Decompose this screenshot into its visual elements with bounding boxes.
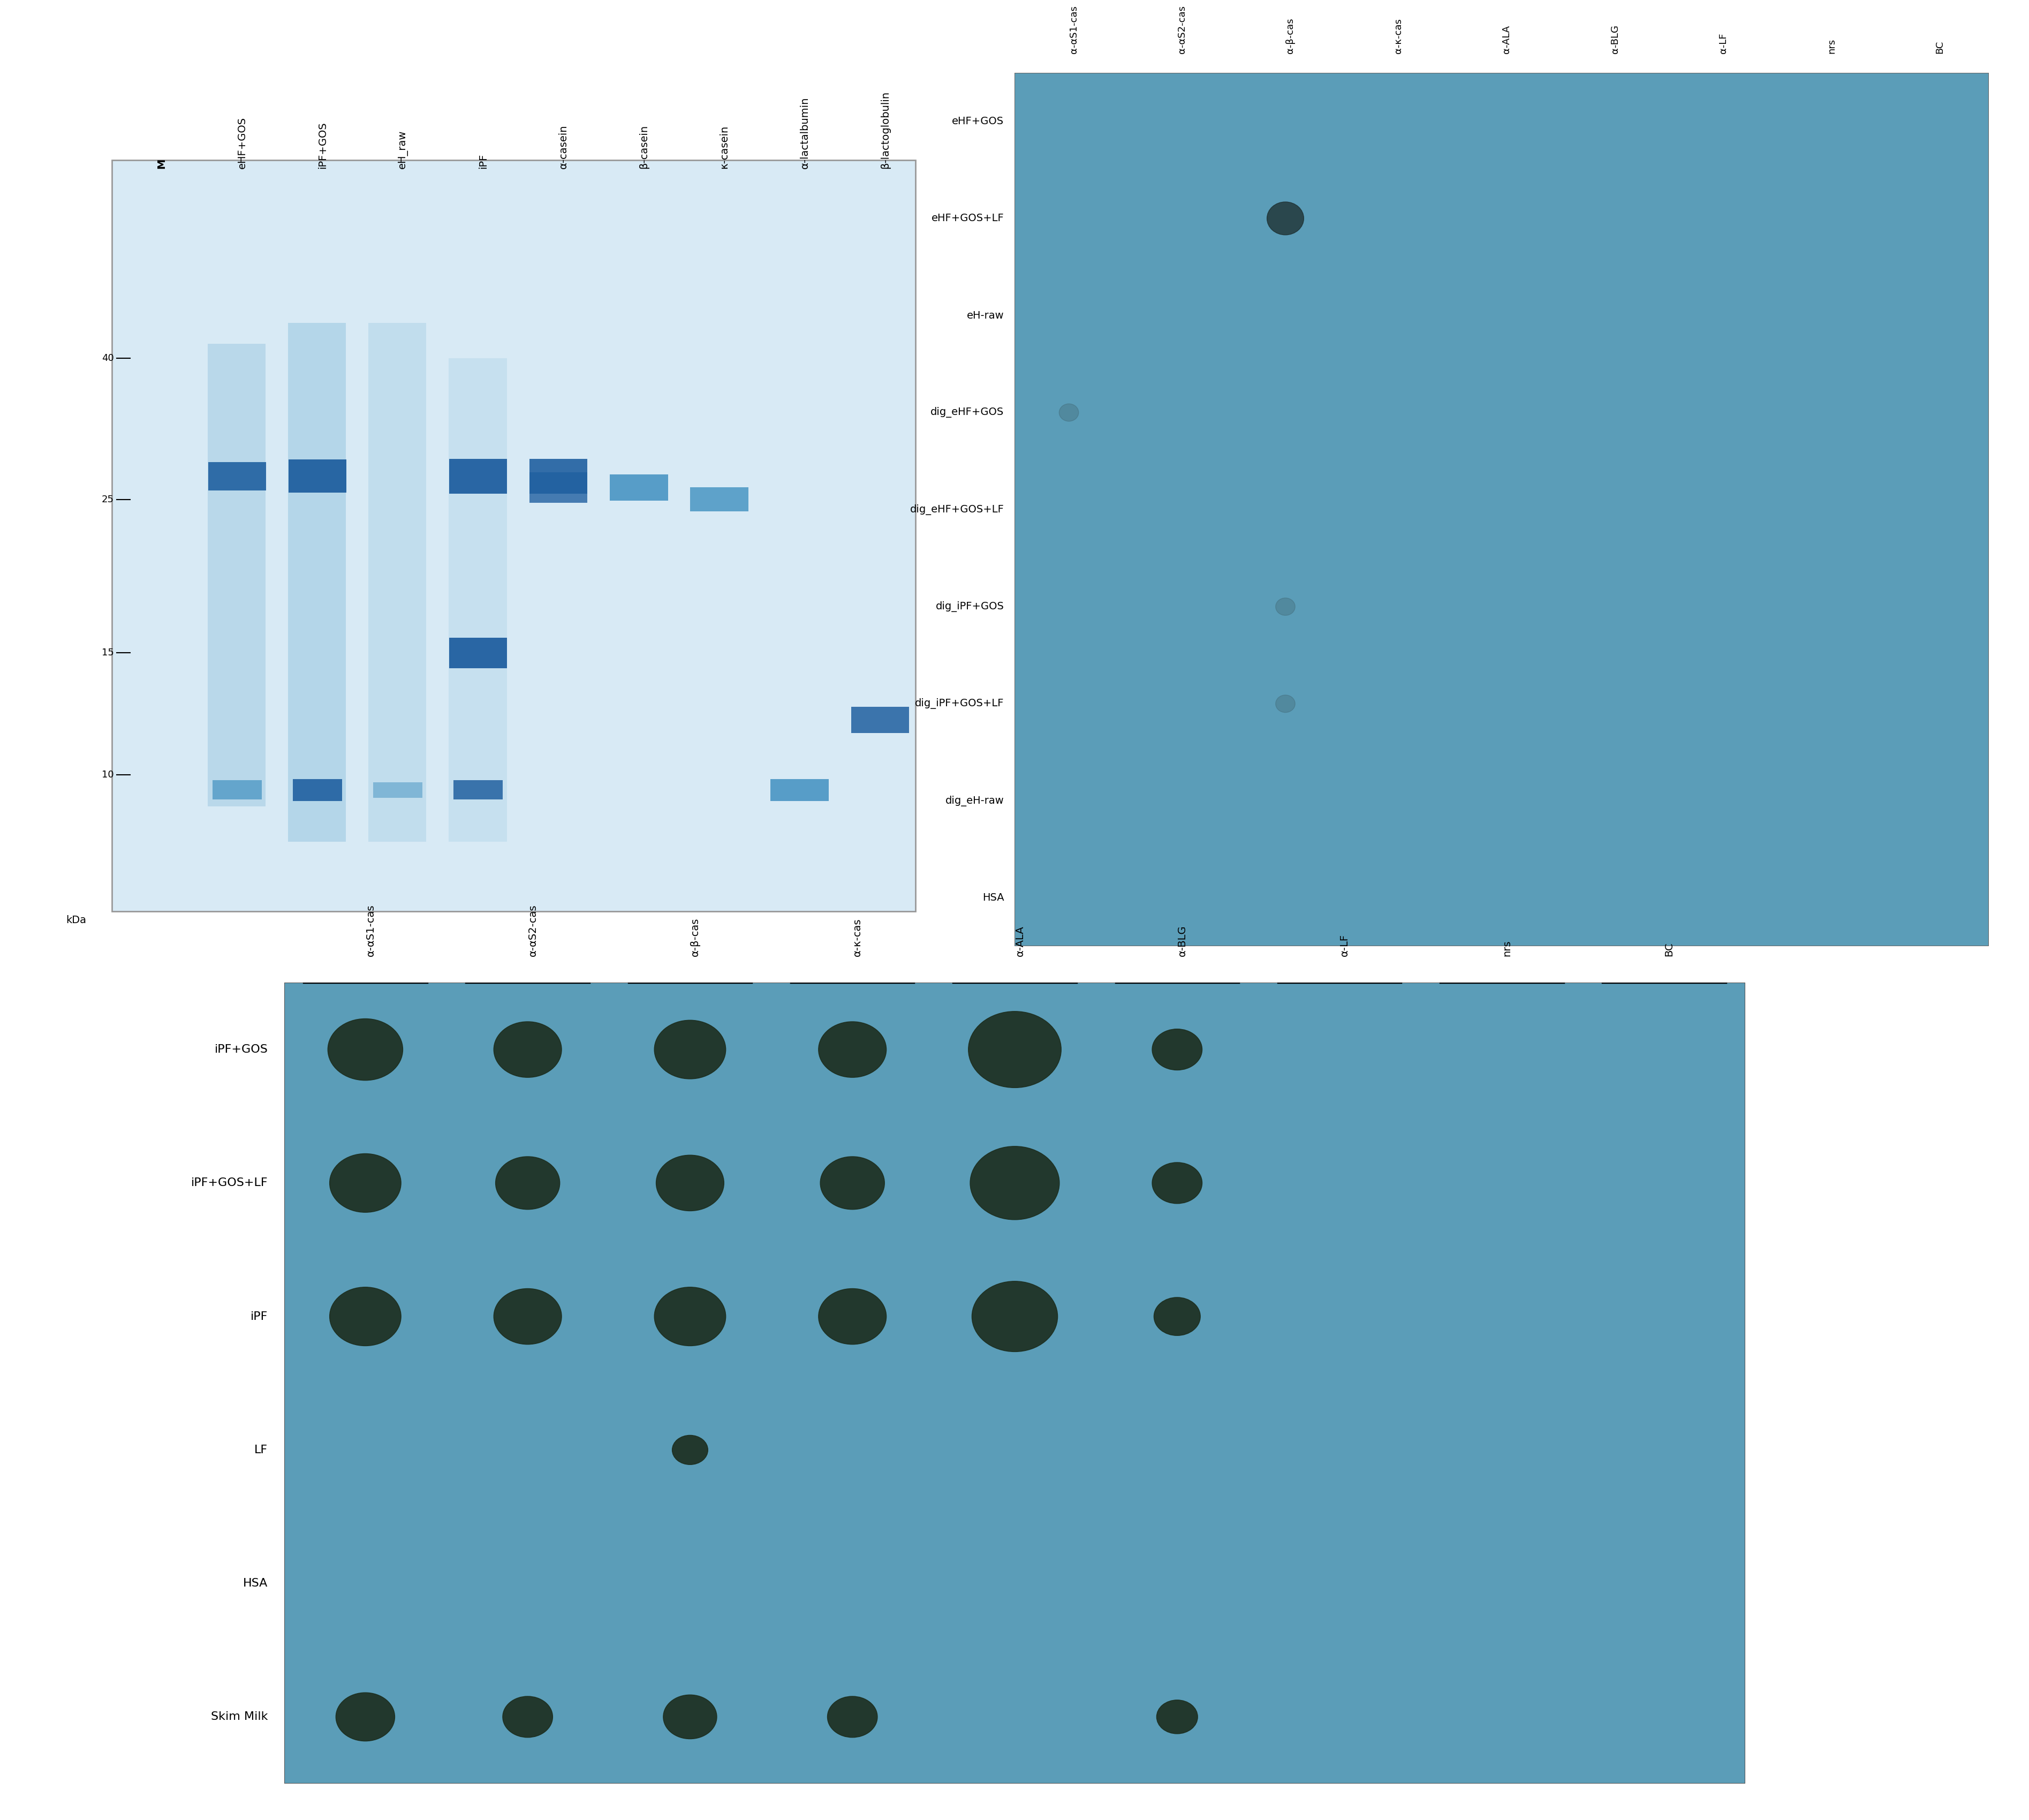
Text: α-BLG: α-BLG [1177, 925, 1187, 956]
Text: α-κ-cas: α-κ-cas [852, 917, 862, 956]
Text: κ-casein: κ-casein [718, 126, 728, 169]
Circle shape [493, 1021, 562, 1077]
Circle shape [828, 1696, 877, 1738]
Circle shape [653, 1021, 726, 1079]
Text: (A): (A) [473, 1008, 501, 1025]
Circle shape [503, 1696, 552, 1738]
Circle shape [653, 1287, 726, 1345]
Text: α-lactalbumin: α-lactalbumin [799, 96, 810, 169]
Bar [209, 462, 266, 490]
Text: α-ALA: α-ALA [1014, 925, 1025, 956]
Circle shape [1266, 202, 1303, 235]
Circle shape [335, 1693, 396, 1742]
Circle shape [329, 1154, 402, 1212]
Text: HSA: HSA [982, 894, 1004, 903]
Text: α-αS1-cas: α-αS1-cas [1069, 5, 1077, 53]
Text: eHF+GOS+LF: eHF+GOS+LF [931, 213, 1004, 224]
Text: α-κ-cas: α-κ-cas [1394, 18, 1402, 53]
Bar [611, 475, 668, 500]
Text: Skim Milk: Skim Milk [211, 1711, 268, 1722]
Bar [530, 459, 588, 493]
Text: dig_eHF+GOS: dig_eHF+GOS [929, 408, 1004, 419]
Text: dig_eHF+GOS+LF: dig_eHF+GOS+LF [909, 504, 1004, 515]
Text: eH-raw: eH-raw [966, 311, 1004, 320]
Text: BC: BC [1934, 40, 1944, 53]
Bar [207, 344, 266, 806]
Text: nrs: nrs [1501, 939, 1512, 956]
Text: β-lactoglobulin: β-lactoglobulin [881, 91, 891, 169]
Circle shape [1276, 599, 1295, 615]
Circle shape [495, 1156, 560, 1210]
Text: iPF+GOS: iPF+GOS [215, 1045, 268, 1056]
Bar [448, 359, 507, 841]
Text: α-β-cas: α-β-cas [690, 917, 700, 956]
Text: α-ALA: α-ALA [1501, 25, 1512, 53]
Text: α-αS1-cas: α-αS1-cas [365, 905, 375, 955]
Circle shape [1155, 1298, 1199, 1336]
Text: α-LF: α-LF [1719, 33, 1727, 53]
Circle shape [818, 1289, 887, 1345]
Circle shape [818, 1021, 887, 1077]
Bar [530, 473, 588, 502]
Text: iPF+GOS: iPF+GOS [317, 122, 327, 169]
Text: eHF+GOS: eHF+GOS [237, 116, 248, 169]
Text: iPF: iPF [250, 1310, 268, 1321]
Bar [850, 706, 909, 733]
Text: kDa: kDa [67, 915, 87, 925]
Text: α-αS2-cas: α-αS2-cas [528, 905, 538, 955]
Text: eH_raw: eH_raw [398, 131, 408, 169]
Text: (B): (B) [1487, 1043, 1516, 1059]
Bar [771, 779, 828, 801]
Text: α-casein: α-casein [558, 126, 568, 169]
Circle shape [493, 1289, 562, 1345]
Bar [288, 460, 347, 493]
Text: LF: LF [254, 1445, 268, 1456]
Text: iPF: iPF [479, 153, 489, 169]
Text: eHF+GOS: eHF+GOS [952, 116, 1004, 126]
Text: 15: 15 [101, 648, 114, 657]
Circle shape [1157, 1700, 1197, 1734]
Text: 25: 25 [101, 495, 114, 504]
Circle shape [820, 1156, 885, 1210]
Circle shape [972, 1281, 1057, 1352]
Text: iPF+GOS+LF: iPF+GOS+LF [191, 1178, 268, 1188]
Text: α-β-cas: α-β-cas [1284, 18, 1295, 53]
Circle shape [329, 1019, 402, 1081]
Bar [448, 637, 507, 668]
Text: BC: BC [1664, 943, 1674, 956]
Text: dig_iPF+GOS+LF: dig_iPF+GOS+LF [915, 699, 1004, 710]
Circle shape [1152, 1028, 1201, 1070]
Circle shape [970, 1147, 1059, 1219]
Bar [112, 160, 915, 912]
Text: dig_iPF+GOS: dig_iPF+GOS [935, 601, 1004, 612]
Text: 10: 10 [101, 770, 114, 779]
Circle shape [1059, 404, 1077, 420]
Text: α-LF: α-LF [1339, 934, 1349, 956]
Text: α-αS2-cas: α-αS2-cas [1177, 5, 1187, 53]
Bar [690, 488, 749, 511]
Bar [288, 322, 345, 841]
Text: dig_eH-raw: dig_eH-raw [946, 795, 1004, 806]
Text: 40: 40 [101, 353, 114, 362]
Text: HSA: HSA [243, 1578, 268, 1589]
Text: nrs: nrs [1826, 38, 1836, 53]
Bar [292, 779, 341, 801]
Circle shape [329, 1287, 402, 1345]
Circle shape [663, 1694, 716, 1738]
Circle shape [968, 1012, 1061, 1088]
Bar [367, 322, 426, 841]
Circle shape [1152, 1163, 1201, 1203]
Bar [373, 783, 422, 797]
Circle shape [1276, 695, 1295, 712]
Text: M: M [156, 158, 166, 169]
Circle shape [672, 1436, 708, 1465]
Bar [452, 781, 503, 799]
Text: β-casein: β-casein [639, 126, 649, 169]
Text: α-BLG: α-BLG [1609, 24, 1619, 53]
Circle shape [655, 1156, 724, 1210]
Bar [213, 781, 262, 799]
Bar [448, 459, 507, 493]
